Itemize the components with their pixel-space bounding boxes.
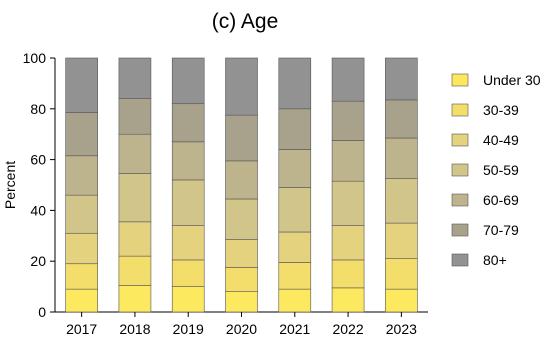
- legend-swatch: [451, 103, 469, 117]
- bar-segment-2017-0: [65, 288, 98, 313]
- legend-swatch: [451, 133, 469, 147]
- bar-segment-2020-1: [225, 267, 258, 292]
- bar-segment-2022-2: [331, 225, 365, 261]
- bar-segment-2023-2: [385, 222, 418, 259]
- y-tick-label: 20: [30, 253, 46, 269]
- legend-label: 50-59: [483, 162, 519, 178]
- bar-segment-2021-3: [278, 187, 312, 233]
- bar-segment-2022-3: [331, 180, 365, 226]
- x-tick-label: 2018: [119, 321, 150, 337]
- y-tick-label: 80: [30, 101, 46, 117]
- legend-label: 40-49: [483, 132, 519, 148]
- bar-segment-2021-1: [278, 262, 312, 290]
- bar-segment-2020-6: [225, 57, 258, 116]
- bar-segment-2022-5: [331, 100, 365, 141]
- bar-segment-2022-0: [331, 287, 365, 313]
- legend-swatch: [451, 163, 469, 177]
- y-axis-label: Percent: [2, 161, 18, 209]
- bar-segment-2019-2: [171, 225, 205, 261]
- bar-segment-2017-2: [65, 232, 98, 265]
- bar-segment-2018-1: [118, 255, 152, 286]
- bar-segment-2019-0: [171, 286, 205, 313]
- legend-label: 30-39: [483, 102, 519, 118]
- bar-segment-2017-6: [65, 57, 98, 113]
- x-tick-label: 2022: [332, 321, 363, 337]
- bar-segment-2022-6: [331, 57, 365, 102]
- bar-segment-2018-2: [118, 221, 152, 257]
- legend-label: 60-69: [483, 192, 519, 208]
- legend-swatch: [451, 253, 469, 267]
- bar-segment-2021-0: [278, 288, 312, 313]
- bar-segment-2019-3: [171, 179, 205, 226]
- x-tick-label: 2021: [279, 321, 310, 337]
- bar-segment-2018-3: [118, 173, 152, 223]
- bar-segment-2020-5: [225, 114, 258, 162]
- y-tick-label: 40: [30, 202, 46, 218]
- bar-segment-2021-2: [278, 231, 312, 263]
- bar-segment-2023-4: [385, 137, 418, 179]
- x-tick-label: 2023: [386, 321, 417, 337]
- bar-segment-2017-3: [65, 194, 98, 234]
- y-tick-label: 60: [30, 152, 46, 168]
- bar-segment-2018-6: [118, 57, 152, 99]
- bar-segment-2020-0: [225, 291, 258, 313]
- legend-swatch: [451, 223, 469, 237]
- bar-segment-2019-5: [171, 103, 205, 143]
- x-tick-label: 2017: [66, 321, 97, 337]
- y-tick-label: 100: [23, 50, 47, 66]
- bar-segment-2023-0: [385, 288, 418, 313]
- legend-label: 70-79: [483, 222, 519, 238]
- bar-segment-2023-1: [385, 258, 418, 290]
- bar-segment-2017-4: [65, 155, 98, 196]
- bar-segment-2020-2: [225, 239, 258, 268]
- plot-area: Percent 0 20 40 60 80 100 2017 2018 2019 2020 2021 2…: [2, 50, 428, 337]
- bar-segment-2017-5: [65, 112, 98, 157]
- bar-segment-2019-1: [171, 259, 205, 287]
- bar-segment-2018-0: [118, 285, 152, 313]
- bar-segment-2023-3: [385, 178, 418, 224]
- bar-segment-2023-6: [385, 57, 418, 101]
- bar-segment-2019-4: [171, 141, 205, 181]
- bar-segment-2022-4: [331, 140, 365, 182]
- bar-segment-2020-4: [225, 160, 258, 200]
- bar-segment-2017-1: [65, 263, 98, 290]
- bar-segment-2021-6: [278, 57, 312, 110]
- legend: Under 30 30-39 40-49 50-59 60-69 70-79 80+: [451, 72, 541, 268]
- legend-swatch: [451, 73, 469, 87]
- bar-segment-2023-5: [385, 99, 418, 139]
- chart-title: (c) Age: [212, 10, 279, 33]
- bar-segment-2018-5: [118, 98, 152, 135]
- bar-segment-2021-4: [278, 149, 312, 188]
- legend-label: Under 30: [483, 72, 541, 88]
- legend-swatch: [451, 193, 469, 207]
- y-tick-label: 0: [38, 304, 46, 320]
- x-tick-label: 2020: [226, 321, 257, 337]
- bar-segment-2021-5: [278, 108, 312, 150]
- legend-label: 80+: [483, 252, 507, 268]
- bar-segment-2020-3: [225, 198, 258, 240]
- bar-segment-2022-1: [331, 259, 365, 289]
- bar-segment-2019-6: [171, 57, 205, 105]
- x-tick-label: 2019: [173, 321, 204, 337]
- bar-segment-2018-4: [118, 133, 152, 174]
